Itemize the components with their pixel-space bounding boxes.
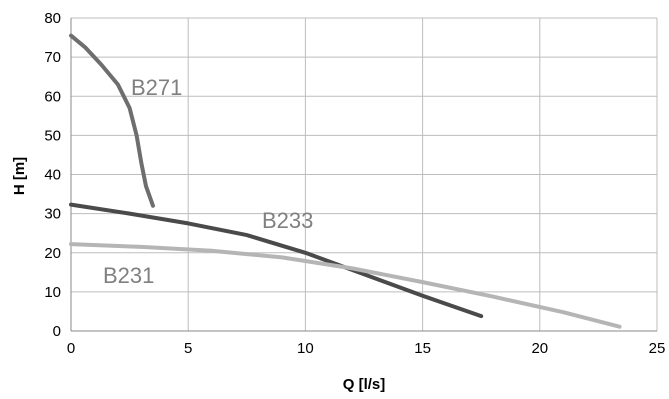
y-tick-label: 50 [44,127,61,144]
y-tick-label: 80 [44,10,61,27]
x-axis-title: Q [l/s] [343,376,386,393]
y-tick-label: 60 [44,88,61,105]
x-tick-label: 20 [531,340,548,357]
series-line-b271 [69,33,155,208]
x-tick-label: 25 [649,340,666,357]
series-label-b271: B271 [131,75,182,100]
series-label-b233: B233 [262,208,313,233]
x-tick-label: 15 [414,340,431,357]
y-tick-label: 70 [44,49,61,66]
x-tick-label: 5 [184,340,192,357]
y-axis-title: H [m] [11,157,28,195]
series-lines [69,33,622,329]
x-tick-label: 0 [67,340,75,357]
y-tick-label: 0 [53,323,61,340]
y-tick-label: 10 [44,284,61,301]
x-tick-label: 10 [297,340,314,357]
axes: 0 5 10 15 20 25 0 10 20 30 40 50 60 70 80 [44,10,665,357]
series-line-b233 [69,202,484,319]
y-tick-label: 30 [44,206,61,223]
series-labels: B271 B233 B231 [103,75,313,288]
y-tick-label: 40 [44,167,61,184]
y-tick-label: 20 [44,245,61,262]
grid [70,17,658,332]
series-line-b231 [69,242,622,329]
series-label-b231: B231 [103,263,154,288]
